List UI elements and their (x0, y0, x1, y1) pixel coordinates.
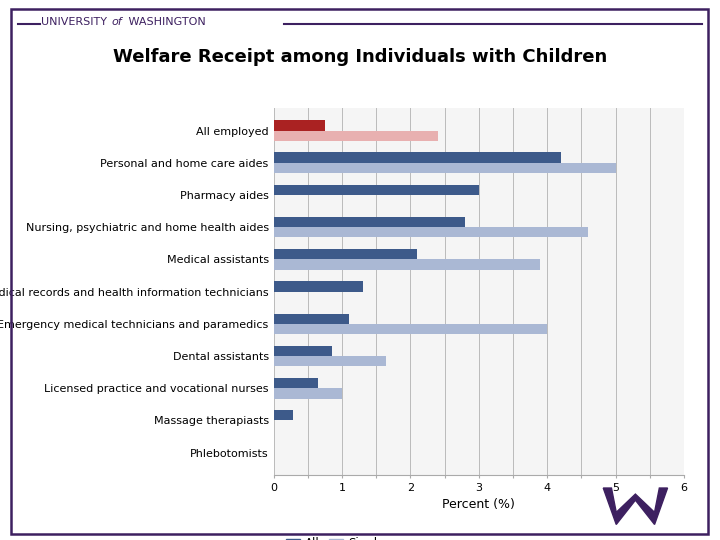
Bar (274, 185, 479, 195)
Bar (274, 131, 438, 141)
Legend: All, Single: All, Single (282, 532, 389, 540)
Bar (274, 163, 616, 173)
Text: UNIVERSITY: UNIVERSITY (41, 17, 111, 26)
Bar (274, 217, 465, 227)
Bar (274, 378, 318, 388)
Bar (274, 356, 387, 366)
Bar (274, 410, 293, 421)
Bar (274, 227, 588, 238)
Bar (274, 259, 540, 269)
Bar (274, 152, 561, 163)
Text: Welfare Receipt among Individuals with Children: Welfare Receipt among Individuals with C… (113, 48, 607, 66)
Bar (274, 388, 342, 399)
Polygon shape (603, 488, 667, 524)
Bar (274, 281, 362, 292)
Bar (274, 346, 332, 356)
Bar (274, 120, 325, 131)
Text: WASHINGTON: WASHINGTON (125, 17, 205, 26)
Bar (274, 324, 547, 334)
X-axis label: Percent (%): Percent (%) (442, 498, 516, 511)
Bar (274, 249, 418, 259)
Bar (274, 314, 349, 324)
Text: of: of (112, 17, 122, 26)
